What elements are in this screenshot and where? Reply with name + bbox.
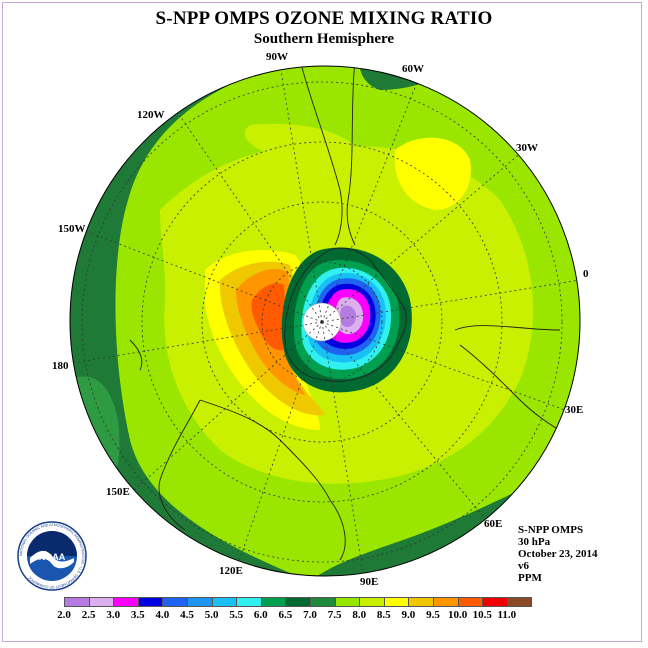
colorbar-tick-label: 11.0 <box>497 609 517 621</box>
colorbar-segment <box>359 597 385 607</box>
lon-label-30w: 30W <box>516 142 538 154</box>
colorbar-segment <box>433 597 459 607</box>
colorbar-segment <box>482 597 508 607</box>
pressure-level-label: 30 hPa <box>518 536 551 548</box>
lon-label-120e: 120E <box>219 565 243 577</box>
colorbar-tick-label: 7.5 <box>327 609 342 621</box>
graticule <box>70 66 580 576</box>
colorbar-tick-label: 10.5 <box>472 609 492 621</box>
lon-label-90w: 90W <box>266 51 288 63</box>
colorbar-segment <box>211 597 238 607</box>
colorbar-segment <box>383 597 410 607</box>
colorbar-tick-label: 5.0 <box>204 609 219 621</box>
colorbar-tick-label: 8.5 <box>376 609 391 621</box>
colorbar-tick-label: 7.0 <box>303 609 317 621</box>
colorbar-segment <box>113 597 139 607</box>
new-zealand-coast <box>129 339 143 371</box>
map-boundary <box>69 65 581 577</box>
colorbar-tick-label: 2.5 <box>81 609 96 621</box>
colorbar-segment <box>64 597 90 607</box>
colorbar-tick-label: 6.0 <box>253 609 268 621</box>
colorbar-segment <box>137 597 164 607</box>
map-title: S-NPP OMPS OZONE MIXING RATIO <box>155 8 493 29</box>
date-label: October 23, 2014 <box>518 548 598 560</box>
field-10.0-10.5 <box>251 283 285 351</box>
colorbar-tick-label: 4.0 <box>155 609 170 621</box>
colorbar-tick-label: 3.0 <box>106 609 121 621</box>
antarctica-coast <box>284 247 407 382</box>
lon-label-150w: 150W <box>58 223 86 235</box>
colorbar-segment <box>88 597 115 607</box>
noaa-logo-text: NOAA <box>39 552 66 562</box>
lon-label-0: 0 <box>583 268 589 280</box>
lon-label-90e: 90E <box>360 576 379 588</box>
colorbar-tick-label: 4.5 <box>180 609 194 621</box>
colorbar-tick-label: 9.0 <box>401 609 416 621</box>
lon-label-180: 180 <box>52 360 69 372</box>
noaa-logo: NOAA NATIONAL OCEANIC AND ATMOSPHERIC AD… <box>17 521 87 591</box>
colorbar-segment <box>236 597 262 607</box>
colorbar-segment <box>310 597 336 607</box>
map-subtitle: Southern Hemisphere <box>253 31 395 47</box>
lon-label-30e: 30E <box>565 404 584 416</box>
south-america-coast <box>299 66 356 246</box>
colorbar-tick-label: 10.0 <box>447 609 468 621</box>
colorbar-segment <box>334 597 361 607</box>
units-label: PPM <box>518 572 542 584</box>
colorbar-segment <box>285 597 311 607</box>
colorbar-segment <box>408 597 434 607</box>
colorbar-tick-label: 8.0 <box>352 609 367 621</box>
ozone-field <box>70 66 580 576</box>
colorbar-segment <box>506 597 533 607</box>
colorbar-tick-label: 2.0 <box>57 609 71 621</box>
australia-coast <box>158 399 346 561</box>
lon-label-120w: 120W <box>137 109 165 121</box>
colorbar-tick-label: 3.5 <box>130 609 145 621</box>
field-8.0-north <box>244 123 360 158</box>
field-2.0-2.5 <box>340 305 356 327</box>
version-label: v6 <box>518 560 529 572</box>
instrument-label: S-NPP OMPS <box>518 524 584 536</box>
lon-label-60e: 60E <box>484 518 503 530</box>
colorbar-segment <box>162 597 188 607</box>
colorbar-tick-label: 9.5 <box>426 609 440 621</box>
lon-label-150e: 150E <box>106 486 130 498</box>
colorbar-segment <box>187 597 213 607</box>
colorbar-segment <box>457 597 484 607</box>
colorbar-tick-label: 6.5 <box>278 609 293 621</box>
lon-label-60w: 60W <box>402 63 424 75</box>
info-block: S-NPP OMPS 30 hPa October 23, 2014 v6 PP… <box>518 524 598 584</box>
colorbar-segment <box>260 597 287 607</box>
field-8.5-9.0 <box>394 137 471 210</box>
figure-frame <box>2 2 642 642</box>
colorbar <box>64 597 533 607</box>
field-7.0-west <box>70 66 330 576</box>
colorbar-tick-label: 5.5 <box>229 609 244 621</box>
